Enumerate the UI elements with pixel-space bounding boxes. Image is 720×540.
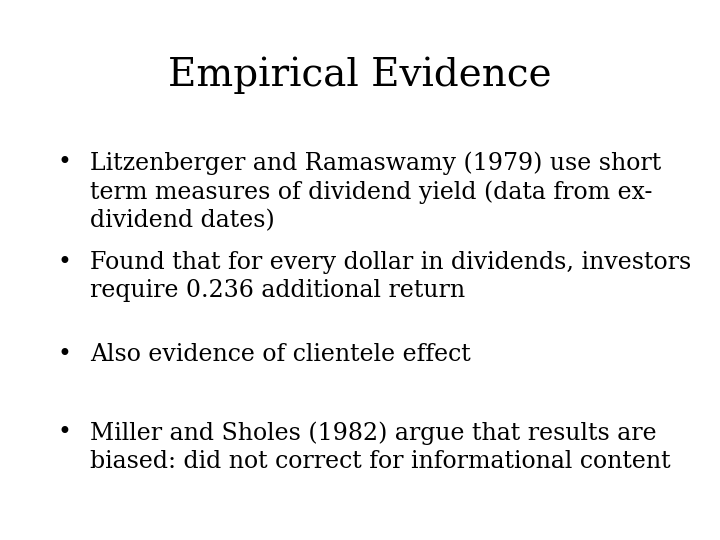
Text: •: •: [58, 421, 71, 444]
Text: Empirical Evidence: Empirical Evidence: [168, 57, 552, 94]
Text: •: •: [58, 251, 71, 274]
Text: Also evidence of clientele effect: Also evidence of clientele effect: [90, 343, 471, 366]
Text: •: •: [58, 151, 71, 174]
Text: •: •: [58, 343, 71, 366]
Text: Litzenberger and Ramaswamy (1979) use short
term measures of dividend yield (dat: Litzenberger and Ramaswamy (1979) use sh…: [90, 151, 661, 232]
Text: Found that for every dollar in dividends, investors
require 0.236 additional ret: Found that for every dollar in dividends…: [90, 251, 691, 302]
Text: Miller and Sholes (1982) argue that results are
biased: did not correct for info: Miller and Sholes (1982) argue that resu…: [90, 421, 670, 473]
